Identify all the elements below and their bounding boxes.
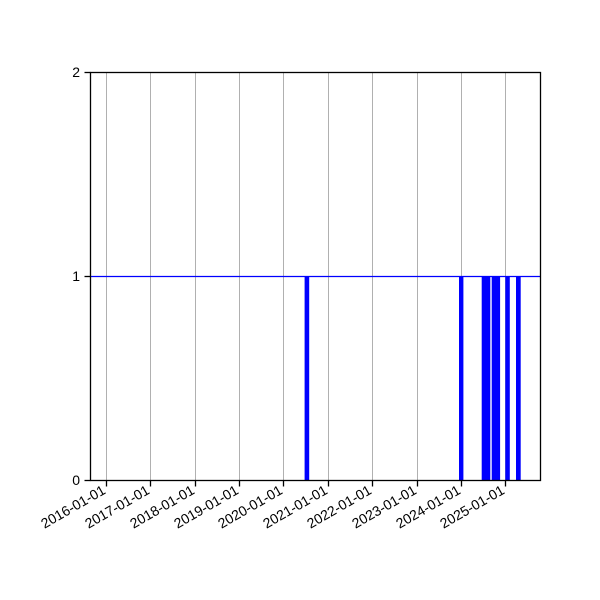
svg-text:1: 1 xyxy=(72,268,80,284)
svg-text:2: 2 xyxy=(72,64,80,80)
svg-text:0: 0 xyxy=(72,472,80,488)
